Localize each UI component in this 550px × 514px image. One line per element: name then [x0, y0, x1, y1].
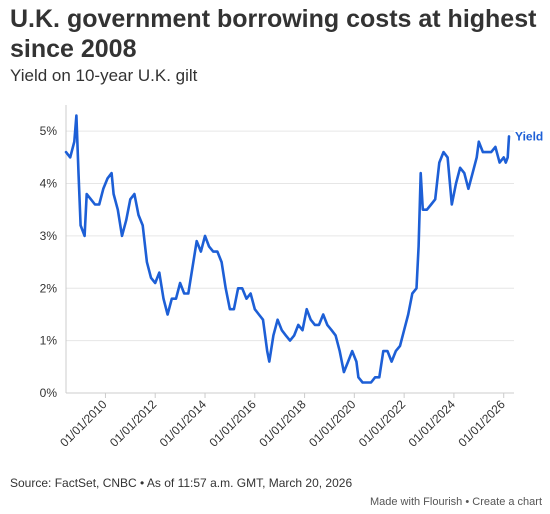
- flourish-footer: Made with Flourish • Create a chart: [370, 496, 542, 508]
- footer-separator: •: [465, 496, 470, 508]
- chart-subtitle: Yield on 10-year U.K. gilt: [10, 66, 198, 85]
- x-tick-label: 01/01/2022: [356, 397, 409, 450]
- create-chart-link[interactable]: Create a chart: [472, 496, 542, 508]
- series-label-yield: Yield: [515, 129, 543, 143]
- x-tick-label: 01/01/2016: [207, 397, 260, 450]
- y-axis: 0% 1% 2% 3% 4% 5%: [40, 124, 58, 400]
- y-tick-label: 2%: [40, 281, 58, 295]
- y-tick-label: 0%: [40, 386, 58, 400]
- x-axis: 01/01/201001/01/201201/01/201401/01/2016…: [57, 393, 508, 450]
- x-tick-label: 01/01/2020: [306, 397, 359, 450]
- line-chart: 0%1%2%3%4%5% 01/01/201001/01/201201/01/2…: [40, 105, 543, 450]
- x-tick-label: 01/01/2026: [455, 397, 508, 450]
- x-tick-label: 01/01/2012: [107, 397, 160, 450]
- plot-area: Yield: [64, 114, 543, 384]
- y-tick-label: 4%: [40, 177, 58, 191]
- made-with-flourish-link[interactable]: Made with Flourish: [369, 496, 463, 508]
- series-line-yield: [64, 114, 511, 384]
- y-tick-label: 3%: [40, 229, 58, 243]
- source-note: Source: FactSet, CNBC • As of 11:57 a.m.…: [10, 476, 353, 490]
- x-tick-label: 01/01/2018: [256, 397, 309, 450]
- x-tick-label: 01/01/2010: [57, 397, 110, 450]
- grid-lines: [65, 105, 514, 394]
- chart-title: U.K. government borrowing costs at highe…: [10, 5, 537, 63]
- y-tick-label: 1%: [40, 334, 58, 348]
- x-tick-label: 01/01/2024: [406, 397, 459, 450]
- x-tick-label: 01/01/2014: [157, 397, 210, 450]
- y-tick-label: 5%: [40, 124, 58, 138]
